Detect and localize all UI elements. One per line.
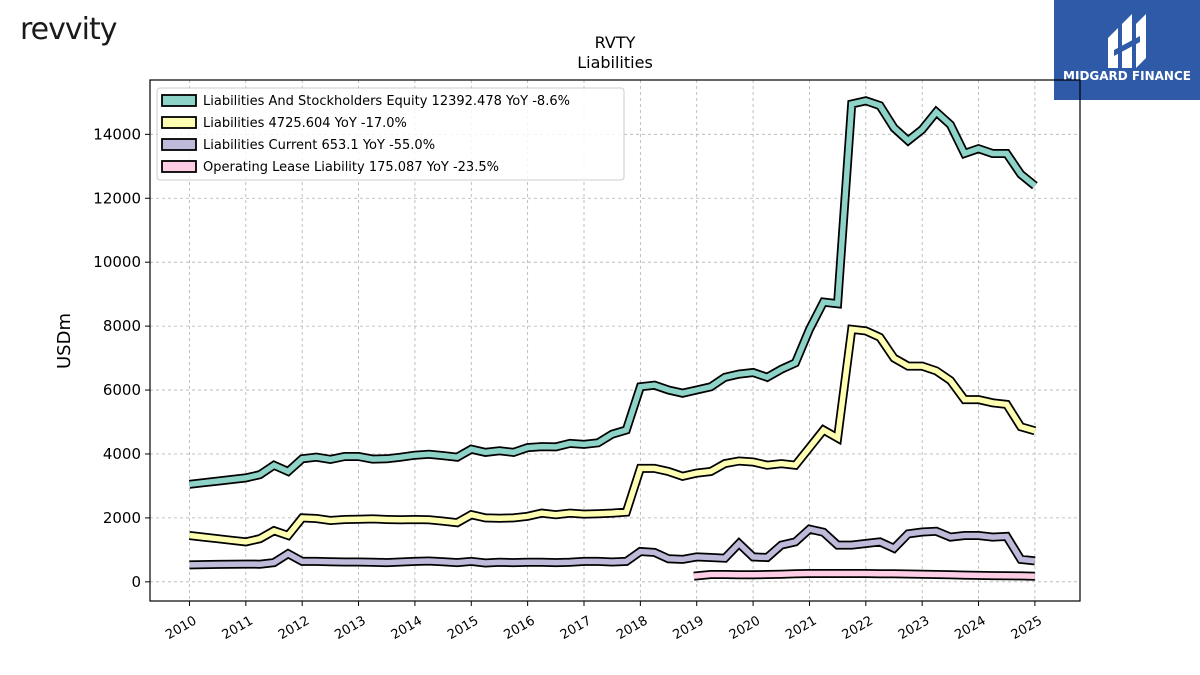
x-tick-label: 2010 xyxy=(163,613,199,643)
plot-frame xyxy=(149,79,1081,602)
series-lines xyxy=(188,96,1038,581)
series-line xyxy=(693,570,1035,579)
x-tick-label: 2016 xyxy=(501,613,537,643)
x-tick-label: 2014 xyxy=(389,613,425,643)
midgard-finance-logo: MIDGARD FINANCE xyxy=(1054,0,1200,100)
x-tick-label: 2012 xyxy=(276,613,312,643)
y-tick-label: 4000 xyxy=(103,445,141,463)
series-operating-lease-liability xyxy=(693,569,1035,581)
series-liabilities xyxy=(188,324,1037,547)
legend-swatch xyxy=(161,160,197,173)
legend-entry: Liabilities 4725.604 YoY -17.0% xyxy=(203,116,407,131)
x-tick-label: 2011 xyxy=(220,613,256,643)
x-tick-label: 2022 xyxy=(840,613,876,643)
legend-swatch xyxy=(161,138,197,151)
legend-swatch xyxy=(161,94,197,107)
x-tick-label: 2017 xyxy=(558,613,594,643)
legend-box xyxy=(156,87,625,181)
midgard-emblem-icon xyxy=(1108,14,1146,68)
x-tick-label: 2018 xyxy=(614,613,650,643)
y-tick-label: 10000 xyxy=(93,253,141,271)
y-tick-label: 2000 xyxy=(103,509,141,527)
y-tick-label: 6000 xyxy=(103,381,141,399)
chart-subtitle: Liabilities xyxy=(577,53,653,72)
chart-title: RVTY xyxy=(594,33,636,52)
y-axis-label: USDm xyxy=(54,313,75,369)
series-liabilities-and-stockholders-equity xyxy=(188,96,1038,489)
y-tick-label: 8000 xyxy=(103,317,141,335)
legend-entry: Operating Lease Liability 175.087 YoY -2… xyxy=(203,160,499,175)
legend: Liabilities And Stockholders Equity 1239… xyxy=(156,87,625,181)
x-tick-label: 2024 xyxy=(952,613,988,643)
series-line xyxy=(189,97,1037,488)
x-tick-label: 2013 xyxy=(332,613,368,643)
chart-title-block: RVTY Liabilities xyxy=(150,33,1080,73)
x-tick-label: 2023 xyxy=(896,613,932,643)
x-tick-label: 2015 xyxy=(445,613,481,643)
legend-entry: Liabilities And Stockholders Equity 1239… xyxy=(203,94,570,109)
midgard-finance-text: MIDGARD FINANCE xyxy=(1063,69,1191,83)
series-line xyxy=(189,526,1036,568)
series-line xyxy=(189,326,1036,545)
x-tick-label: 2021 xyxy=(783,613,819,643)
x-tick-label: 2025 xyxy=(1009,613,1045,643)
x-tick-label: 2019 xyxy=(671,613,707,643)
legend-entry: Liabilities Current 653.1 YoY -55.0% xyxy=(203,138,435,153)
y-tick-label: 0 xyxy=(131,573,141,591)
y-tick-label: 12000 xyxy=(93,189,141,207)
x-tick-label: 2020 xyxy=(727,613,763,643)
y-tick-label: 14000 xyxy=(93,125,141,143)
revvity-logo: revvity xyxy=(20,12,117,47)
legend-swatch xyxy=(161,116,197,129)
series-liabilities-current xyxy=(189,524,1036,570)
